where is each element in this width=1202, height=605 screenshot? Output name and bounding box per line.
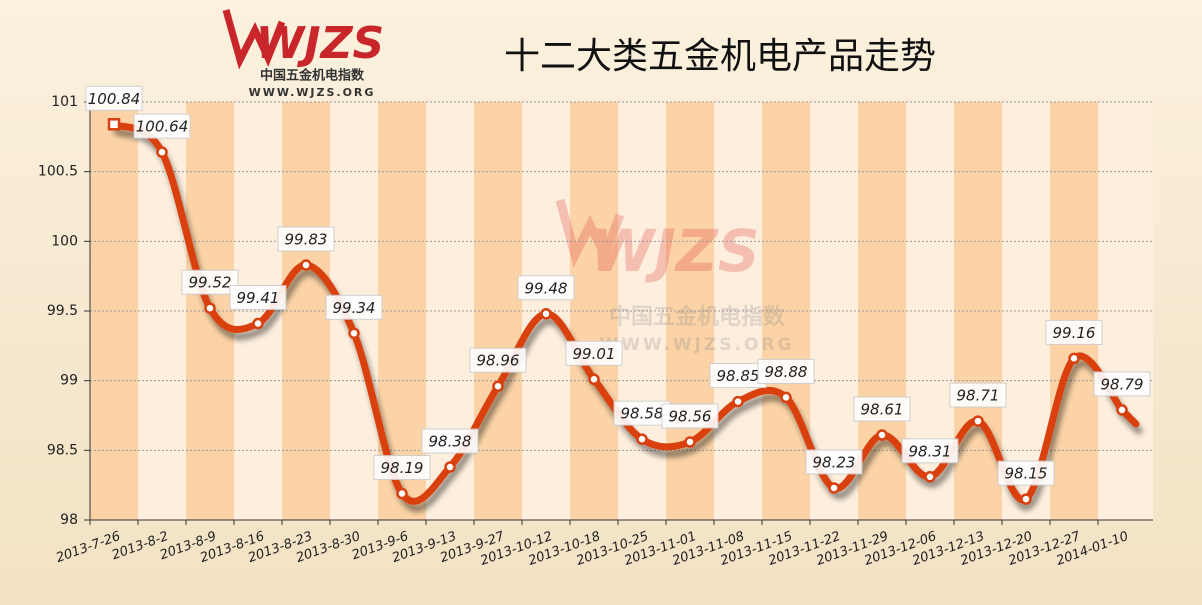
value-label: 98.88 (765, 363, 808, 381)
y-tick-label: 99 (60, 373, 78, 389)
value-label: 98.85 (717, 367, 760, 385)
value-label: 98.79 (1101, 375, 1144, 393)
value-label: 98.56 (669, 407, 712, 425)
value-label: 99.16 (1053, 324, 1096, 342)
point (684, 436, 696, 448)
point (732, 395, 744, 408)
value-label: 98.58 (621, 405, 664, 423)
watermark-url: WWW.WJZS.ORG (600, 335, 795, 355)
value-label: 100.84 (88, 90, 141, 108)
watermark-logo: WJZS (590, 217, 759, 285)
value-label-box (901, 438, 959, 464)
value-label-box (1093, 371, 1151, 397)
logo-name: 中国五金机电指数 (260, 68, 365, 84)
point (252, 317, 264, 330)
y-tick-label: 98.5 (47, 442, 78, 458)
logo-mark: WJZS (256, 18, 385, 69)
value-label: 99.01 (573, 345, 616, 363)
point (1116, 404, 1128, 416)
value-label-box (949, 382, 1007, 408)
point (588, 373, 600, 386)
point (972, 415, 984, 427)
value-label-box (853, 396, 911, 422)
chart-title: 十二大类五金机电产品走势 (504, 36, 936, 77)
point (348, 327, 360, 340)
value-label: 100.64 (136, 118, 189, 136)
value-label-box (421, 428, 479, 454)
value-label-box (181, 269, 239, 295)
value-label: 98.19 (381, 459, 424, 477)
value-label: 98.31 (909, 442, 952, 460)
point (780, 391, 792, 404)
value-label: 98.61 (861, 401, 904, 419)
value-label-box (709, 363, 767, 389)
point (540, 308, 552, 320)
value-label-box (1045, 319, 1103, 345)
value-label: 98.38 (429, 433, 472, 451)
watermark-name: 中国五金机电指数 (609, 304, 786, 330)
point (828, 482, 840, 494)
value-label-box (517, 275, 575, 301)
point (444, 461, 456, 473)
band (1146, 102, 1153, 520)
value-label-box (469, 347, 527, 373)
logo-url: WWW.WJZS.ORG (249, 86, 376, 99)
value-label: 98.71 (957, 387, 1000, 405)
value-label-box (277, 226, 335, 252)
y-tick-label: 98 (60, 512, 78, 528)
value-label-box (613, 400, 671, 426)
logo: WJZS 中国五金机电指数 WWW.WJZS.ORG (222, 9, 385, 99)
value-label: 99.41 (237, 289, 280, 307)
y-tick-label: 100 (51, 233, 78, 249)
point (492, 380, 504, 392)
value-label-box (229, 285, 287, 311)
point (396, 487, 408, 500)
value-label-box (997, 460, 1055, 486)
value-label-box (133, 113, 191, 139)
point (876, 429, 888, 441)
value-label: 98.96 (477, 352, 520, 370)
value-label: 99.52 (189, 274, 232, 292)
value-label: 99.34 (333, 299, 376, 317)
y-tick-label: 99.5 (47, 303, 78, 319)
value-label-box (373, 455, 431, 481)
value-label-box (325, 294, 383, 320)
point (107, 118, 121, 131)
value-label: 99.83 (285, 231, 328, 249)
value-label-box (757, 358, 815, 384)
point (1068, 352, 1080, 365)
value-label: 98.15 (1005, 465, 1048, 483)
value-label-box (565, 340, 623, 366)
y-tick-label: 101 (51, 94, 78, 110)
point (300, 259, 312, 271)
point (204, 302, 216, 314)
value-label-box (805, 449, 863, 475)
value-label: 98.23 (813, 453, 856, 471)
value-label-box (85, 85, 143, 111)
point (924, 471, 936, 483)
y-tick-label: 100.5 (38, 164, 78, 180)
value-label: 99.48 (525, 279, 568, 297)
point (636, 433, 648, 445)
point (1020, 493, 1032, 505)
point (156, 146, 168, 158)
value-label-box (661, 403, 719, 429)
